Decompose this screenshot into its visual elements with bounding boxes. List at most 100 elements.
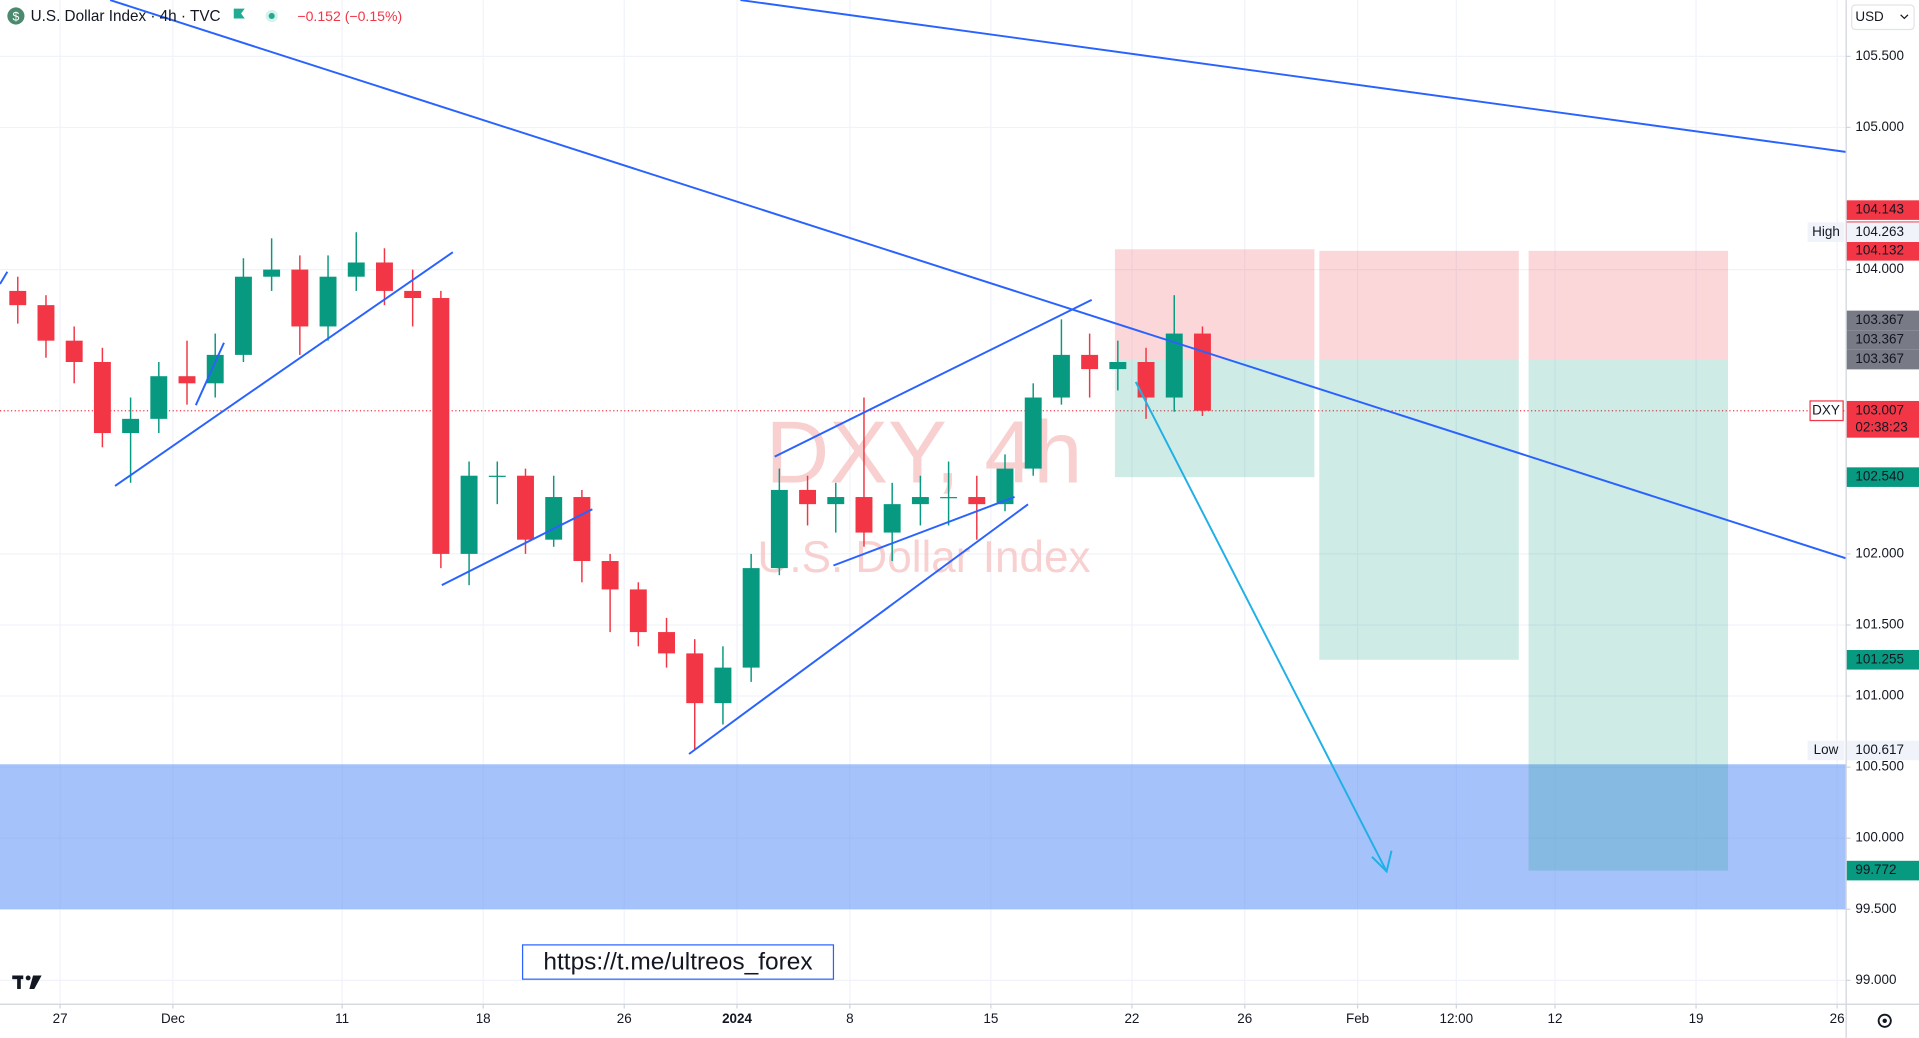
price-axis-bg (1845, 0, 1919, 1038)
candle-body (911, 497, 929, 505)
y-tick-label: 101.500 (1855, 617, 1904, 632)
candle-body (1109, 361, 1127, 370)
y-tick-label: 100.000 (1855, 830, 1904, 845)
entry-tag-bg (1846, 330, 1919, 350)
trendline (109, 0, 1846, 560)
zone-layer (0, 764, 1846, 910)
stop-tag-bg (1846, 241, 1919, 261)
trendline (114, 251, 454, 487)
candle-body (629, 589, 647, 633)
currency-button[interactable] (1851, 4, 1915, 31)
trendline (0, 271, 9, 285)
target-tag: 101.255 (1855, 651, 1904, 666)
x-tick-label: 12:00 (1439, 1011, 1473, 1026)
gear[interactable] (1877, 1013, 1892, 1028)
x-tick-label: 27 (53, 1011, 68, 1026)
position-reward (1319, 359, 1519, 660)
candle-body (263, 269, 281, 277)
y-tick-label: 104.000 (1855, 261, 1904, 276)
candle-body (996, 468, 1014, 505)
link[interactable]: https://t.me/ultreos_forex (543, 949, 812, 976)
entry-tag: 103.367 (1855, 351, 1904, 366)
high-value: 104.263 (1855, 224, 1904, 239)
stop-tag-bg (1846, 200, 1919, 220)
arrow (1134, 381, 1393, 874)
candle-body (150, 376, 168, 419)
candle-body (799, 489, 817, 505)
trendline (688, 503, 1029, 755)
candle-body (770, 489, 788, 569)
last-price: 103.007 (1855, 402, 1904, 417)
candle-body (601, 560, 619, 590)
y-tick-label: 105.500 (1855, 48, 1904, 63)
target-tag: 99.772 (1855, 862, 1896, 877)
y-tick-label: 101.000 (1855, 688, 1904, 703)
time-axis-bg (0, 1003, 1919, 1038)
candle-body (122, 418, 140, 434)
gear-center (1882, 1018, 1887, 1023)
tv-logo (12, 975, 42, 989)
stop-tag: 104.132 (1855, 242, 1904, 257)
position-reward (1528, 359, 1729, 871)
candle-body (65, 340, 83, 362)
candle-body (658, 632, 675, 654)
high-tag-bg (1807, 222, 1845, 243)
last-price-bg (1846, 400, 1919, 438)
candle-body (517, 475, 534, 540)
x-tick-label: 15 (983, 1011, 998, 1026)
entry-tag-bg (1846, 349, 1919, 370)
target-tag-bg (1846, 650, 1919, 670)
candle-body (291, 269, 309, 327)
position-risk (1114, 249, 1315, 360)
countdown: 02:38:23 (1855, 419, 1907, 434)
candle-body (93, 361, 111, 434)
arrow-head (1371, 850, 1393, 874)
x-tick-label: 18 (476, 1011, 491, 1026)
candle-body (1193, 333, 1211, 411)
candle-body (37, 305, 55, 341)
symbol-tag: DXY (1812, 402, 1840, 417)
low-label: Low (1814, 742, 1839, 757)
high-label: High (1812, 224, 1840, 239)
y-tick-label: 100.500 (1855, 759, 1904, 774)
currency: USD (1855, 9, 1884, 24)
symbol-icon-glyph: $ (13, 9, 20, 23)
status-dot (268, 12, 275, 20)
candle-body (234, 276, 252, 355)
candle-body (940, 497, 958, 499)
logo-part (29, 975, 42, 989)
candles (9, 232, 1211, 751)
trendline (740, 0, 1846, 153)
flag-icon[interactable] (233, 8, 245, 19)
positions-layer (1114, 249, 1729, 871)
candle-body (742, 568, 760, 668)
x-tick-label: Feb (1346, 1011, 1369, 1026)
target-tag: 102.540 (1855, 469, 1904, 484)
x-tick-label: 26 (617, 1011, 632, 1026)
high-value-bg (1846, 222, 1919, 243)
candle-body (9, 290, 27, 306)
candle-body (968, 497, 986, 505)
candle-body (1081, 354, 1099, 370)
candle-body (432, 298, 450, 554)
x-tick-label: 2024 (722, 1011, 752, 1026)
x-tick-label: 11 (335, 1011, 349, 1026)
y-tick-label: 102.000 (1855, 545, 1904, 560)
trendline (194, 342, 225, 406)
x-tick-label: 26 (1830, 1011, 1845, 1026)
link-box[interactable] (521, 944, 835, 980)
symbol-title[interactable]: U.S. Dollar Index · 4h · TVC (31, 8, 221, 25)
stop-tag: 104.143 (1855, 202, 1904, 217)
watermark-name: U.S. Dollar Index (758, 533, 1091, 582)
symbol-icon (7, 7, 25, 25)
trendlines (0, 0, 1846, 755)
low-tag-bg (1807, 740, 1845, 761)
y-tick-label: 99.500 (1855, 901, 1896, 916)
candle-body (319, 276, 337, 327)
logo-part (17, 975, 21, 989)
settings-icon[interactable] (1877, 1013, 1892, 1028)
x-tick-label: Dec (161, 1011, 185, 1026)
